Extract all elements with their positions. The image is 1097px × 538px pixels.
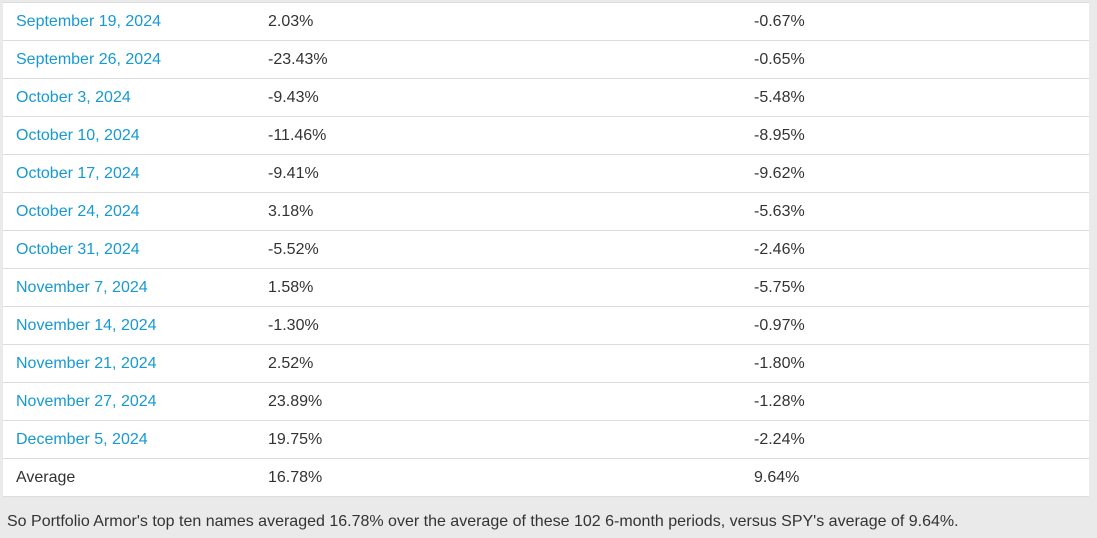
- date-cell: September 19, 2024: [3, 2, 255, 41]
- portfolio-return-cell: -11.46%: [255, 116, 741, 155]
- date-link[interactable]: October 31, 2024: [16, 240, 140, 258]
- portfolio-return-cell: -1.30%: [255, 306, 741, 345]
- date-cell: October 10, 2024: [3, 116, 255, 155]
- spy-return-cell: -0.67%: [741, 2, 1089, 41]
- portfolio-return-cell: 2.03%: [255, 2, 741, 41]
- portfolio-return-cell: 1.58%: [255, 268, 741, 307]
- weekly-returns-table: September 19, 2024 2.03% -0.67% Septembe…: [3, 2, 1089, 497]
- spy-return-cell: -9.62%: [741, 154, 1089, 193]
- table-row: October 17, 2024 -9.41% -9.62%: [3, 154, 1089, 193]
- date-link[interactable]: November 21, 2024: [16, 354, 157, 372]
- date-cell: November 27, 2024: [3, 382, 255, 421]
- date-link[interactable]: September 26, 2024: [16, 50, 161, 68]
- date-cell: October 17, 2024: [3, 154, 255, 193]
- spy-return-cell: -1.80%: [741, 344, 1089, 383]
- summary-text: So Portfolio Armor's top ten names avera…: [7, 513, 959, 530]
- date-cell: October 3, 2024: [3, 78, 255, 117]
- portfolio-return-cell: -5.52%: [255, 230, 741, 269]
- table-row: November 14, 2024 -1.30% -0.97%: [3, 306, 1089, 345]
- portfolio-return-cell: 2.52%: [255, 344, 741, 383]
- spy-return-cell: -5.75%: [741, 268, 1089, 307]
- date-link[interactable]: November 7, 2024: [16, 278, 148, 296]
- average-row: Average 16.78% 9.64%: [3, 458, 1089, 497]
- spy-return-cell: -1.28%: [741, 382, 1089, 421]
- date-cell: December 5, 2024: [3, 420, 255, 459]
- date-cell: October 24, 2024: [3, 192, 255, 231]
- spy-return-cell: -0.65%: [741, 40, 1089, 79]
- date-cell: November 7, 2024: [3, 268, 255, 307]
- date-link[interactable]: October 17, 2024: [16, 164, 140, 182]
- table-row: September 26, 2024 -23.43% -0.65%: [3, 40, 1089, 79]
- table-row: October 3, 2024 -9.43% -5.48%: [3, 78, 1089, 117]
- spy-return-cell: -2.24%: [741, 420, 1089, 459]
- average-portfolio-return: 16.78%: [255, 458, 741, 497]
- date-cell: October 31, 2024: [3, 230, 255, 269]
- date-cell: November 14, 2024: [3, 306, 255, 345]
- date-cell: November 21, 2024: [3, 344, 255, 383]
- spy-return-cell: -0.97%: [741, 306, 1089, 345]
- table-row: November 7, 2024 1.58% -5.75%: [3, 268, 1089, 307]
- table-row: October 31, 2024 -5.52% -2.46%: [3, 230, 1089, 269]
- portfolio-return-cell: -23.43%: [255, 40, 741, 79]
- table-row: October 10, 2024 -11.46% -8.95%: [3, 116, 1089, 155]
- average-spy-return: 9.64%: [741, 458, 1089, 497]
- portfolio-return-cell: 23.89%: [255, 382, 741, 421]
- spy-return-cell: -8.95%: [741, 116, 1089, 155]
- date-link[interactable]: October 10, 2024: [16, 126, 140, 144]
- date-link[interactable]: September 19, 2024: [16, 12, 161, 30]
- table-row: September 19, 2024 2.03% -0.67%: [3, 2, 1089, 41]
- returns-table-body: September 19, 2024 2.03% -0.67% Septembe…: [3, 2, 1089, 459]
- date-link[interactable]: December 5, 2024: [16, 430, 148, 448]
- table-row: November 27, 2024 23.89% -1.28%: [3, 382, 1089, 421]
- date-link[interactable]: October 3, 2024: [16, 88, 131, 106]
- portfolio-return-cell: 3.18%: [255, 192, 741, 231]
- table-row: October 24, 2024 3.18% -5.63%: [3, 192, 1089, 231]
- portfolio-return-cell: 19.75%: [255, 420, 741, 459]
- date-cell: September 26, 2024: [3, 40, 255, 79]
- date-link[interactable]: November 14, 2024: [16, 316, 157, 334]
- table-row: November 21, 2024 2.52% -1.80%: [3, 344, 1089, 383]
- average-label: Average: [3, 458, 255, 497]
- portfolio-return-cell: -9.41%: [255, 154, 741, 193]
- portfolio-return-cell: -9.43%: [255, 78, 741, 117]
- date-link[interactable]: October 24, 2024: [16, 202, 140, 220]
- spy-return-cell: -5.63%: [741, 192, 1089, 231]
- table-row: December 5, 2024 19.75% -2.24%: [3, 420, 1089, 459]
- spy-return-cell: -5.48%: [741, 78, 1089, 117]
- date-link[interactable]: November 27, 2024: [16, 392, 157, 410]
- spy-return-cell: -2.46%: [741, 230, 1089, 269]
